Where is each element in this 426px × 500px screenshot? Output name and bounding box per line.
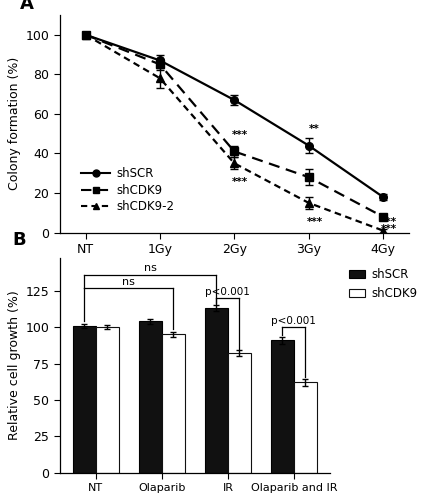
Bar (205, 308, 228, 472)
Bar (271, 340, 294, 472)
Bar (139, 322, 162, 472)
Y-axis label: Relative cell growth (%): Relative cell growth (%) (8, 290, 21, 440)
Text: ***: *** (381, 224, 397, 234)
Text: ***: *** (381, 216, 397, 226)
Text: **: ** (309, 124, 320, 134)
Text: p<0.001: p<0.001 (205, 286, 250, 296)
Text: ***: *** (306, 216, 322, 226)
Bar (228, 354, 251, 472)
Legend: shSCR, shCDK9: shSCR, shCDK9 (344, 264, 422, 304)
Text: A: A (20, 0, 33, 13)
Text: p<0.001: p<0.001 (271, 316, 316, 326)
Bar (96, 327, 119, 472)
Text: ns: ns (144, 264, 157, 274)
Text: ***: *** (232, 177, 248, 187)
Text: ***: *** (232, 130, 248, 140)
Bar (294, 382, 317, 472)
Y-axis label: Colony formation (%): Colony formation (%) (8, 57, 21, 190)
Text: ns: ns (123, 276, 135, 286)
Bar (73, 326, 96, 472)
Bar (162, 334, 185, 472)
Text: B: B (12, 231, 26, 249)
Legend: shSCR, shCDK9, shCDK9-2: shSCR, shCDK9, shCDK9-2 (76, 162, 179, 218)
